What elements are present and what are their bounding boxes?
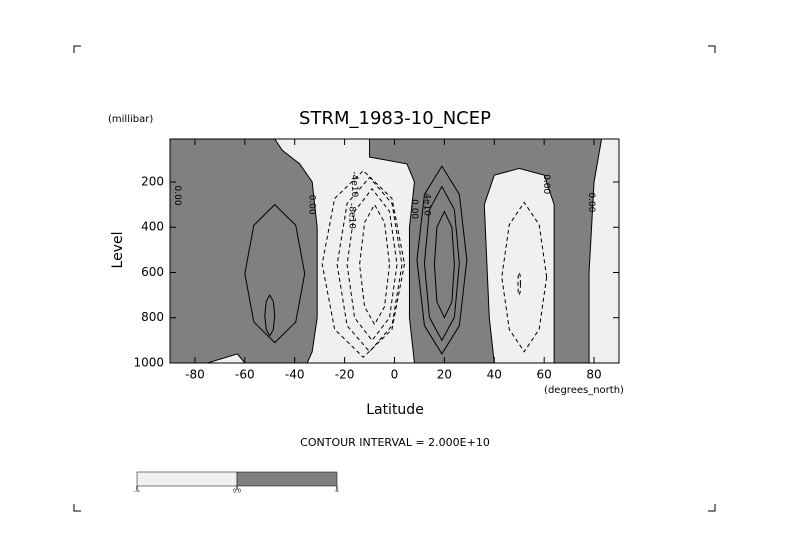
contour-label: 0.00 (409, 199, 419, 219)
contour-label: -4e10 (349, 171, 359, 197)
y-tick-label: 800 (141, 310, 164, 324)
contour-line (416, 165, 468, 355)
y-tick-label: 200 (141, 174, 164, 188)
x-tick-label: 0 (391, 368, 399, 382)
contour-label: 4e10 (421, 193, 431, 216)
contour-line (264, 294, 276, 337)
contour-line (346, 187, 398, 342)
colorbar-label: ∞ (335, 489, 339, 495)
x-tick-label: 80 (586, 368, 601, 382)
contour-label: -8e10 (347, 203, 357, 229)
contour-label: 0.00 (541, 174, 551, 194)
y-unit: (millibar) (108, 114, 153, 125)
contour-line (423, 185, 460, 342)
x-tick-label: 20 (437, 368, 452, 382)
contour-line (359, 203, 391, 326)
colorbar-box (236, 471, 338, 487)
x-tick-label: -60 (235, 368, 255, 382)
contour-line (517, 270, 521, 297)
x-tick-label: -40 (285, 368, 305, 382)
contour-line (336, 176, 403, 353)
y-tick-label: 600 (141, 265, 164, 279)
corner-marks (73, 45, 716, 512)
y-tick-label: 400 (141, 220, 164, 234)
contour-interval: CONTOUR INTERVAL = 2.000E+10 (300, 436, 490, 449)
contour-line (321, 169, 405, 359)
x-tick-label: -20 (335, 368, 355, 382)
contour-label: 0.00 (172, 186, 182, 206)
x-unit: (degrees_north) (544, 385, 624, 396)
zero-region (170, 139, 318, 363)
colorbar-box (136, 471, 238, 487)
contour-line (433, 210, 455, 319)
x-tick-label: 60 (537, 368, 552, 382)
x-tick-label: -80 (185, 368, 205, 382)
y-tick-label: 1000 (133, 356, 164, 370)
contour-line (244, 203, 306, 344)
contour-label: 0.00 (307, 195, 317, 215)
contour-label: 0.00 (586, 192, 596, 212)
colorbar-label: 0.0 (233, 489, 241, 495)
zero-region (369, 139, 603, 363)
chart-title: STRM_1983-10_NCEP (299, 108, 491, 129)
x-tick-label: 40 (487, 368, 502, 382)
colorbar-label: -∞ (134, 489, 140, 495)
x-axis-label: Latitude (366, 402, 424, 418)
y-axis-label: Level (110, 232, 126, 269)
